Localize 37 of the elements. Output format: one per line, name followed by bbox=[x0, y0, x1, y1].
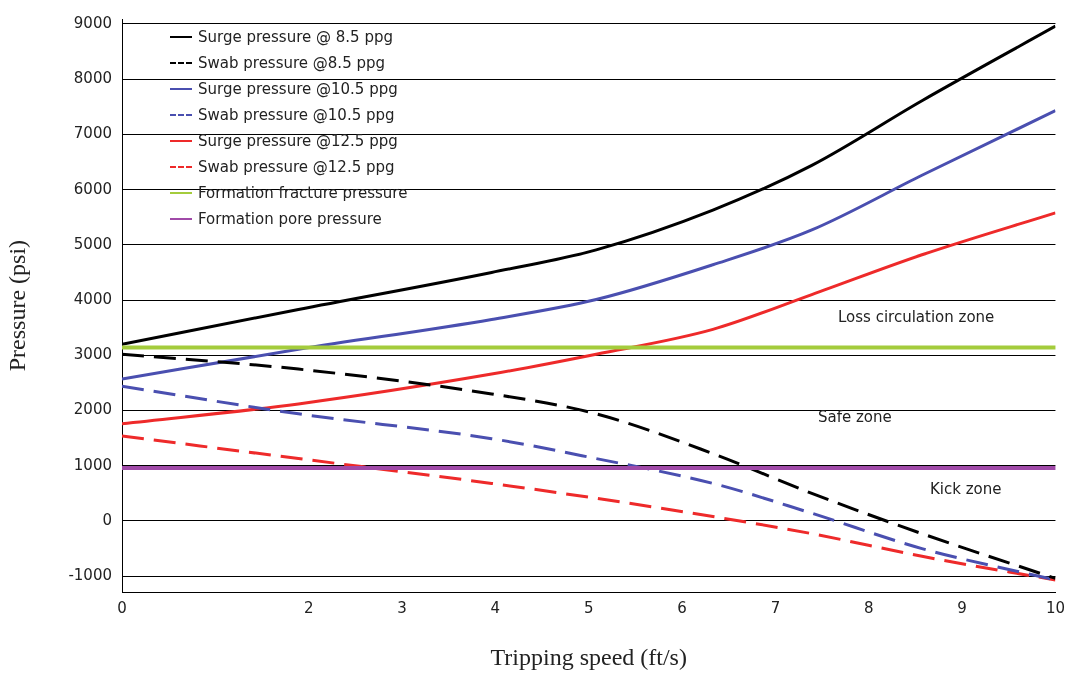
annotation: Safe zone bbox=[818, 408, 892, 426]
legend-label: Formation pore pressure bbox=[198, 210, 382, 228]
y-tick-label: 0 bbox=[102, 510, 112, 529]
x-tick-label: 2 bbox=[303, 599, 314, 618]
legend-label: Swab pressure @10.5 ppg bbox=[198, 106, 395, 124]
x-tick-label: 5 bbox=[583, 599, 594, 618]
y-tick-label: 8000 bbox=[73, 69, 112, 88]
x-tick-label: 9 bbox=[957, 599, 967, 618]
legend-label: Formation fracture pressure bbox=[198, 184, 408, 202]
x-axis-title: Tripping speed (ft/s) bbox=[490, 643, 687, 670]
y-tick-label: 3000 bbox=[73, 345, 112, 364]
x-tick-label: 0 bbox=[117, 599, 127, 618]
x-tick-label: 3 bbox=[397, 599, 407, 618]
y-tick-label: 1000 bbox=[73, 455, 112, 474]
legend-label: Swab pressure @12.5 ppg bbox=[198, 158, 395, 176]
x-tick-label: 7 bbox=[770, 599, 781, 618]
legend-label: Surge pressure @10.5 ppg bbox=[198, 80, 398, 98]
line-series bbox=[122, 434, 1056, 582]
y-tick-label: 5000 bbox=[73, 234, 112, 253]
y-tick-label: 4000 bbox=[73, 289, 112, 308]
y-tick-label: 6000 bbox=[73, 179, 112, 198]
line-series bbox=[122, 211, 1056, 426]
legend-label: Swab pressure @8.5 ppg bbox=[198, 54, 386, 72]
y-tick-label: 9000 bbox=[73, 13, 112, 32]
x-tick-label: 6 bbox=[677, 599, 687, 618]
x-tick-label: 8 bbox=[863, 599, 874, 618]
legend-label: Surge pressure @12.5 ppg bbox=[198, 132, 398, 150]
y-tick-label: -1000 bbox=[68, 566, 112, 585]
legend-label: Surge pressure @ 8.5 ppg bbox=[198, 28, 393, 46]
y-tick-label: 2000 bbox=[73, 400, 112, 419]
x-tick-label: 10 bbox=[1045, 599, 1065, 618]
y-axis-title: Pressure (psi) bbox=[3, 239, 30, 372]
line-series bbox=[122, 109, 1056, 381]
annotation: Kick zone bbox=[930, 480, 1002, 498]
x-tick-label: 4 bbox=[490, 599, 501, 618]
annotation: Loss circulation zone bbox=[838, 308, 995, 326]
y-tick-label: 7000 bbox=[73, 124, 112, 143]
